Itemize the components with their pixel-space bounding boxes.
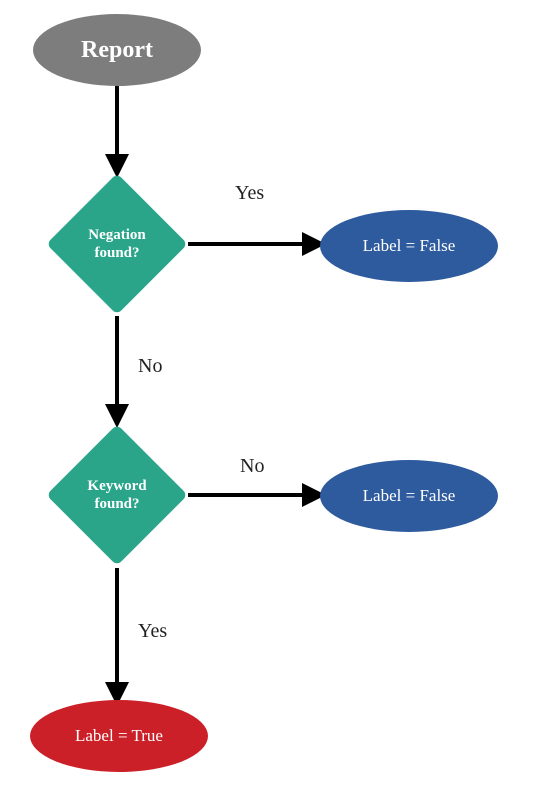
decision-keyword: Keyword found? — [67, 445, 167, 545]
start-label: Report — [81, 37, 153, 64]
result-false-2-label: Label = False — [363, 486, 456, 506]
decision-negation-label: Negation found? — [67, 194, 167, 294]
decision-negation: Negation found? — [67, 194, 167, 294]
start-node: Report — [33, 14, 201, 86]
edge-label-yes-1: Yes — [235, 182, 264, 205]
result-true: Label = True — [30, 700, 208, 772]
edge-label-yes-2: Yes — [138, 620, 167, 643]
decision-keyword-text: Keyword found? — [75, 477, 159, 513]
result-false-2: Label = False — [320, 460, 498, 532]
edge-label-no-2: No — [240, 455, 264, 478]
result-false-1-label: Label = False — [363, 236, 456, 256]
flowchart-container: Report Negation found? Label = False Key… — [0, 0, 533, 793]
flowchart-arrows — [0, 0, 533, 793]
result-false-1: Label = False — [320, 210, 498, 282]
decision-keyword-label: Keyword found? — [67, 445, 167, 545]
edge-label-no-1: No — [138, 355, 162, 378]
decision-negation-text: Negation found? — [75, 226, 159, 262]
result-true-label: Label = True — [75, 726, 163, 746]
